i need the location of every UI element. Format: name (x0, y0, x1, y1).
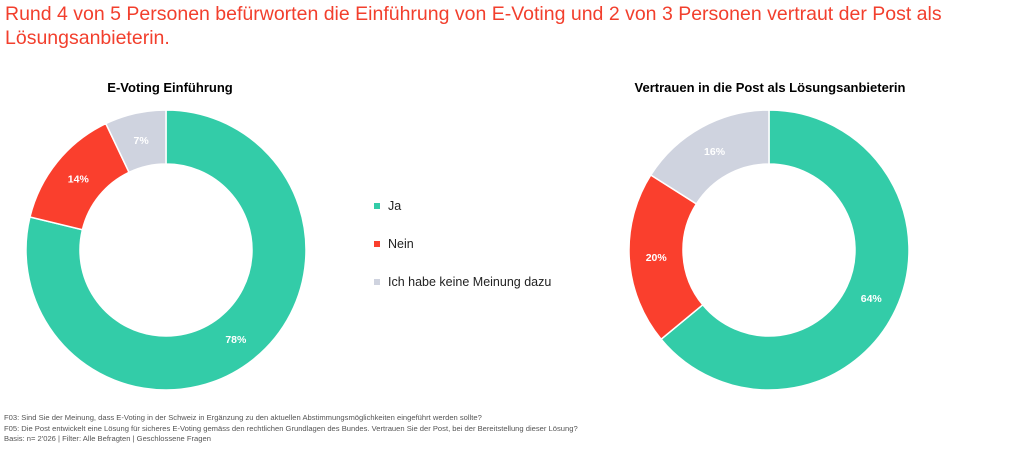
legend-item-keine-meinung: Ich habe keine Meinung dazu (374, 272, 604, 291)
chart-legend: Ja Nein Ich habe keine Meinung dazu (374, 196, 604, 310)
chart-title-e-voting: E-Voting Einführung (107, 80, 233, 95)
legend-item-ja: Ja (374, 196, 604, 215)
data-label-nein: 20% (646, 252, 668, 264)
donut-slice-keine-meinung (649, 109, 770, 205)
donut-chart-e-voting: 78% 14% 7% (25, 109, 307, 391)
legend-label-nein: Nein (388, 236, 414, 251)
footnote: F03: Sind Sie der Meinung, dass E-Voting… (4, 413, 1014, 445)
donut-slice-ja (660, 109, 910, 391)
footnote-question-f05: F05: Die Post entwickelt eine Lösung für… (4, 423, 578, 433)
footnote-question-f03: F03: Sind Sie der Meinung, dass E-Voting… (4, 413, 482, 422)
data-label-keine-meinung: 7% (134, 135, 150, 147)
legend-swatch-keine-meinung (374, 278, 380, 285)
data-label-nein: 14% (68, 174, 90, 186)
data-label-ja: 78% (225, 334, 247, 346)
data-label-keine-meinung: 16% (704, 146, 726, 158)
page-title: Rund 4 von 5 Personen befürworten die Ei… (5, 3, 942, 49)
legend-label-ja: Ja (388, 198, 402, 213)
legend-swatch-ja (374, 202, 380, 209)
data-label-ja: 64% (861, 293, 883, 305)
legend-item-nein: Nein (374, 234, 604, 253)
legend-swatch-nein (374, 240, 380, 247)
chart-title-post-trust: Vertrauen in die Post als Lösungsanbiete… (634, 80, 906, 95)
legend-label-keine-meinung: Ich habe keine Meinung dazu (388, 274, 552, 289)
donut-slice-keine-meinung (104, 109, 167, 174)
donut-chart-post-trust: 64% 20% 16% (628, 109, 910, 391)
footnote-basis: Basis: n= 2'026 | Filter: Alle Befragten… (4, 434, 211, 443)
donut-slice-ja (25, 109, 307, 391)
